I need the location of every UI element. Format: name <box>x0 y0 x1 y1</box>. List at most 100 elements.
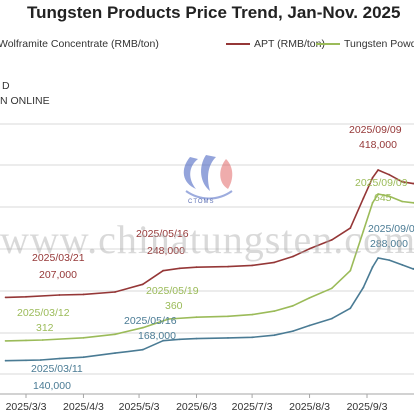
data-point <box>227 265 229 268</box>
data-point <box>25 359 27 362</box>
data-point <box>362 197 365 200</box>
annotation-date: 2025/03/21 <box>32 252 85 264</box>
watermark-logo-text: CTOMS <box>188 199 215 205</box>
data-point <box>401 264 404 266</box>
data-point <box>141 326 144 329</box>
legend-label-wolframite: Wolframite Concentrate (RMB/ton) <box>0 38 159 50</box>
data-point <box>141 348 144 351</box>
x-axis-ticks: 2025/3/3 2025/4/3 2025/5/3 2025/6/3 2025/7/3… <box>6 394 414 413</box>
annotation-date: 2025/03/12 <box>17 307 70 319</box>
x-tick-label: 2025/4/3 <box>63 401 104 413</box>
x-tick-label: 2025/6/3 <box>176 401 217 413</box>
data-point <box>308 324 311 327</box>
data-point <box>251 313 254 316</box>
x-tick-label: 2025/7/3 <box>232 401 273 413</box>
data-point <box>178 267 181 270</box>
legend-swatch-apt <box>226 43 250 46</box>
annotation-date: 2025/05/16 <box>124 315 177 327</box>
annotation-date: 2025/05/19 <box>146 285 199 297</box>
data-point <box>308 247 311 250</box>
data-point <box>273 334 276 337</box>
annotation-date: 2025/09/09 <box>349 124 402 136</box>
data-point <box>401 180 404 183</box>
series-line-1 <box>5 169 414 299</box>
annotation-date: 2025/09/09 <box>368 223 414 235</box>
annotation-value: 168,000 <box>138 330 176 342</box>
data-point <box>4 340 7 342</box>
data-point <box>371 201 374 204</box>
data-point <box>25 339 27 342</box>
data-point <box>349 269 352 272</box>
data-point <box>330 287 333 290</box>
annotation-date: 2025/09/09 <box>355 177 408 189</box>
data-point <box>349 227 352 230</box>
data-point <box>377 169 379 171</box>
data-point <box>82 356 85 359</box>
data-point <box>227 337 229 339</box>
data-point <box>388 195 391 198</box>
data-point <box>251 264 254 267</box>
data-point <box>4 296 7 299</box>
chart-title: Tungsten Products Price Trend, Jan-Nov. … <box>27 3 401 22</box>
data-point <box>162 269 165 272</box>
data-point <box>195 266 198 269</box>
annotation-value: 140,000 <box>33 380 71 392</box>
annotation-date: 2025/05/16 <box>136 228 189 240</box>
data-point <box>371 266 374 268</box>
data-point <box>362 230 365 233</box>
watermark-text: www.chinatungsten.com <box>0 217 414 262</box>
data-point <box>114 352 116 354</box>
source-note-line2: N ONLINE <box>0 95 50 107</box>
data-point <box>377 257 379 259</box>
annotation-value: 248,000 <box>147 245 185 257</box>
watermark-logo-icon <box>183 155 233 200</box>
annotation-value: 360 <box>165 300 183 312</box>
data-point <box>371 176 374 179</box>
legend-label-apt: APT (RMB/ton) <box>254 38 325 50</box>
data-point <box>273 310 276 312</box>
data-point <box>330 239 333 241</box>
data-point <box>388 259 391 261</box>
data-point <box>39 359 42 361</box>
data-point <box>330 317 333 320</box>
data-point <box>178 338 181 341</box>
data-point <box>4 359 7 362</box>
source-note-line1: D <box>2 80 10 92</box>
annotation-value: 288,000 <box>370 238 408 250</box>
data-point <box>292 330 294 332</box>
annotation-value: 312 <box>36 322 54 334</box>
data-point <box>195 337 198 340</box>
data-point <box>349 307 352 310</box>
annotation-date: 2025/03/11 <box>31 363 83 375</box>
data-point <box>82 293 85 296</box>
x-tick-label: 2025/9/3 <box>347 401 388 413</box>
data-point <box>251 336 254 339</box>
annotations: 2025/03/21 207,000 2025/05/16 248,000 2025/0… <box>17 124 414 392</box>
data-point <box>227 315 229 318</box>
data-point <box>167 318 170 320</box>
data-point <box>388 173 391 176</box>
data-point <box>362 286 365 289</box>
data-point <box>401 200 404 203</box>
data-point <box>292 255 294 258</box>
data-point <box>141 283 144 286</box>
annotation-value: 207,000 <box>39 269 77 281</box>
data-point <box>58 294 61 296</box>
legend-item-apt: APT (RMB/ton) <box>226 38 325 50</box>
legend-swatch-tungsten-powder <box>316 43 340 46</box>
data-point <box>82 336 85 339</box>
data-point <box>114 291 116 293</box>
gridlines <box>0 123 414 395</box>
x-tick-label: 2025/3/3 <box>6 401 47 413</box>
x-tick-label: 2025/5/3 <box>119 401 160 413</box>
annotation-value: 418,000 <box>359 139 397 151</box>
data-point <box>41 339 44 341</box>
x-tick-label: 2025/8/3 <box>289 401 330 413</box>
data-point <box>162 339 165 342</box>
data-point <box>292 304 294 307</box>
legend-label-tungsten-powder: Tungsten Powder <box>344 38 414 50</box>
legend-item-wolframite: Wolframite Concentrate (RMB/ton) <box>0 38 159 50</box>
data-point <box>377 193 379 195</box>
data-point <box>25 295 27 298</box>
